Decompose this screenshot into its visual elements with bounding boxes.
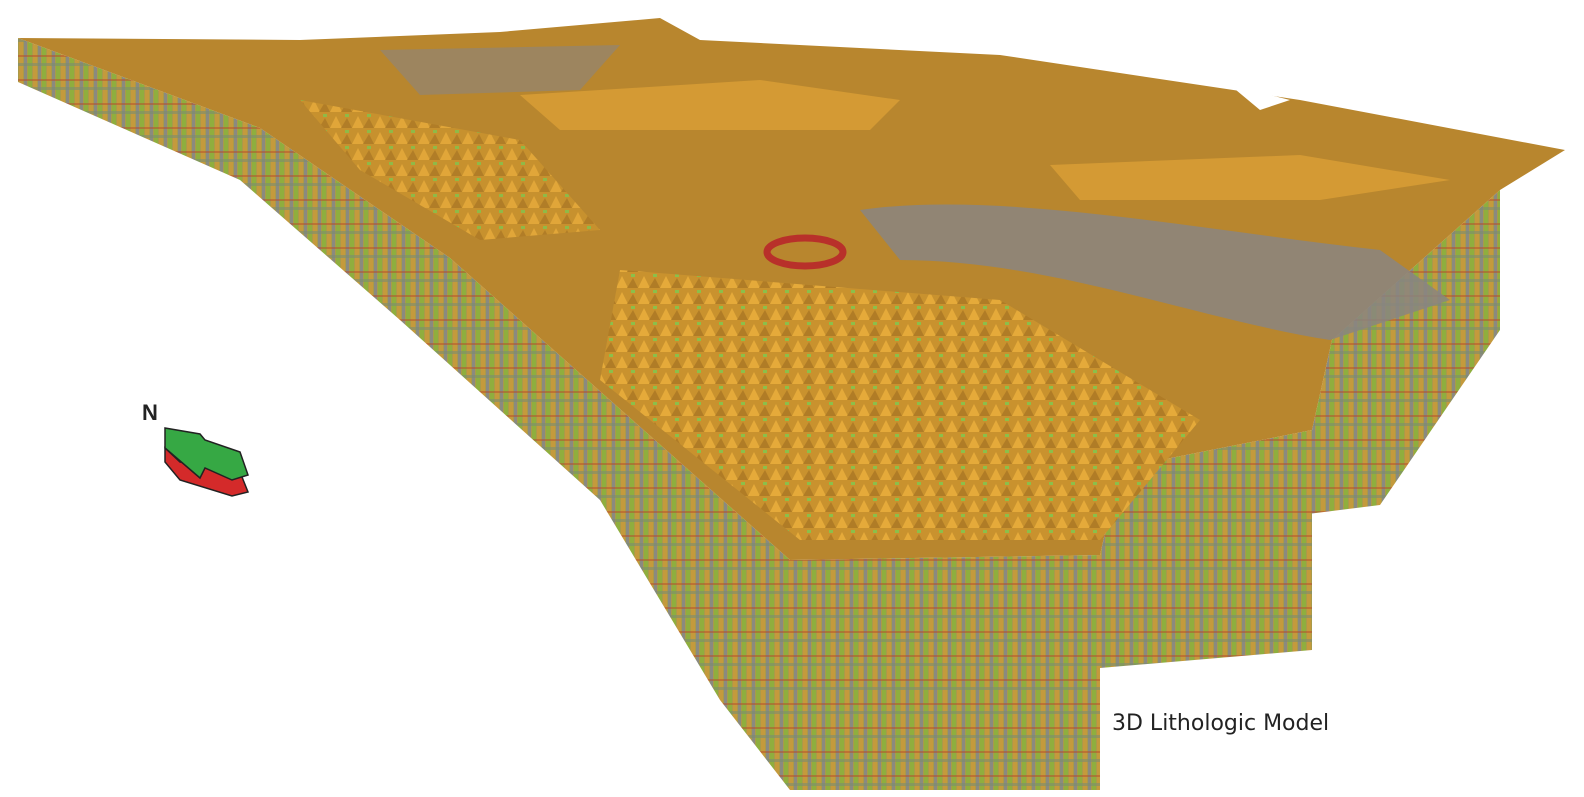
- rough-terrain: [600, 270, 1200, 540]
- north-label: N: [142, 400, 158, 425]
- arrow-top: [164, 427, 249, 481]
- ridge: [520, 80, 900, 130]
- side-face: [790, 555, 1100, 790]
- side-face: [1100, 430, 1312, 668]
- grey-unit: [380, 45, 620, 95]
- gap: [1230, 85, 1290, 110]
- ridge: [1050, 155, 1450, 200]
- grey-unit: [860, 204, 1450, 340]
- rough-terrain: [300, 100, 600, 240]
- model-top: [18, 18, 1565, 560]
- side-face: [18, 38, 790, 790]
- side-face: [1300, 190, 1500, 515]
- north-arrow: N: [142, 400, 250, 497]
- red-ring: [763, 234, 847, 270]
- model-sides: [18, 38, 1500, 790]
- caption: 3D Lithologic Model: [1112, 711, 1329, 736]
